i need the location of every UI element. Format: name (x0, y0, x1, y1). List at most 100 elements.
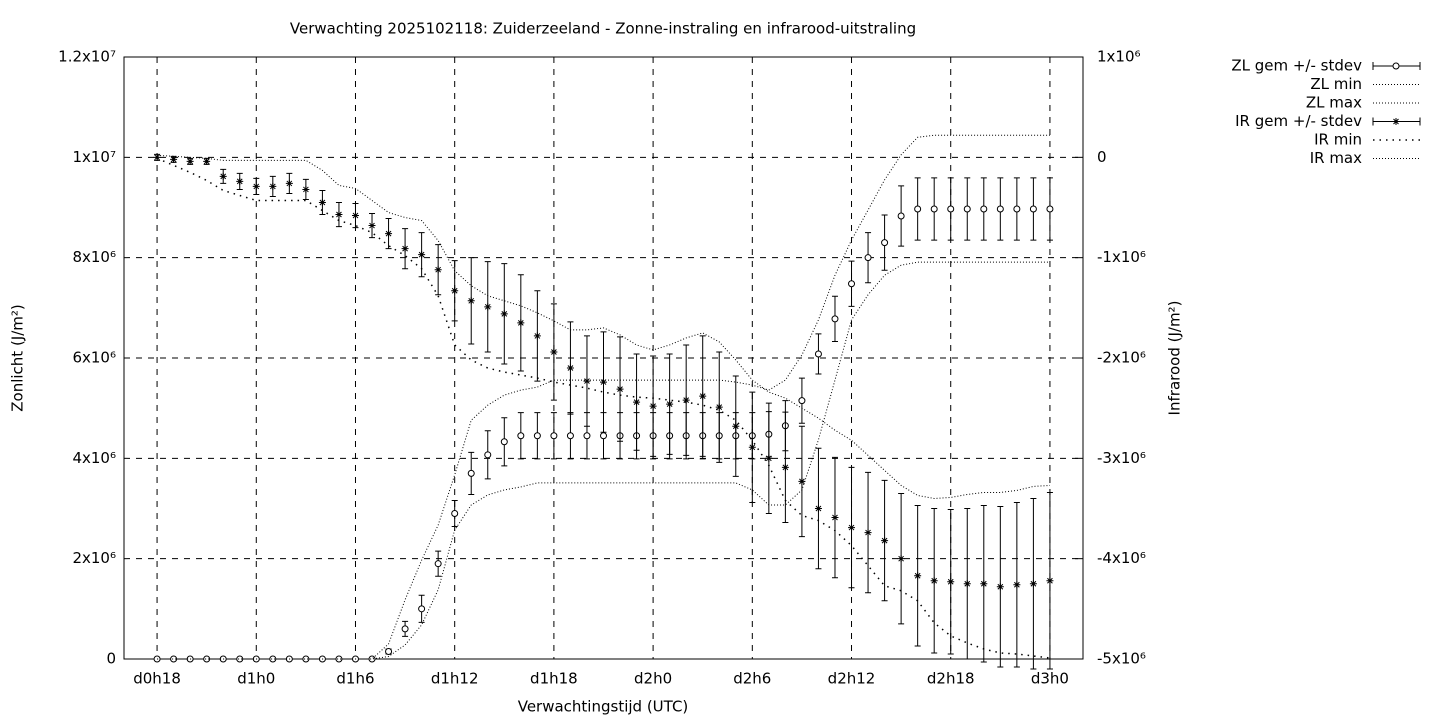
point (814, 505, 822, 512)
x-tick-label: d2h12 (828, 670, 876, 688)
y-tick-label: 1x10⁷ (72, 148, 116, 166)
point (186, 157, 194, 165)
point (1013, 205, 1021, 213)
point (385, 647, 393, 655)
point (633, 398, 641, 406)
point (864, 254, 872, 262)
point (335, 655, 343, 663)
point (600, 432, 607, 440)
y2-axis-label: Infrarood (J/m²) (1166, 301, 1184, 416)
point (236, 177, 244, 185)
point (996, 583, 1004, 591)
point (517, 432, 525, 440)
point (517, 319, 525, 327)
point (467, 469, 475, 477)
point (649, 402, 657, 410)
point (715, 403, 723, 411)
point (418, 605, 426, 613)
legend-label: ZL max (1306, 94, 1362, 112)
y-tick-label: 2x10⁶ (72, 549, 116, 567)
point (318, 198, 326, 206)
point (848, 280, 856, 288)
point (963, 580, 971, 588)
point (814, 350, 822, 358)
legend-label: ZL gem +/- stdev (1231, 57, 1362, 75)
point (583, 377, 591, 385)
point (401, 625, 409, 633)
point (947, 205, 955, 213)
point (302, 185, 310, 193)
x-tick-label: d2h0 (634, 670, 672, 688)
point (451, 510, 459, 518)
y2-tick-label: -3x10⁶ (1097, 449, 1146, 467)
point (236, 655, 244, 663)
y2-tick-label: -5x10⁶ (1097, 650, 1146, 668)
point (203, 157, 211, 165)
point (798, 397, 806, 405)
point (285, 179, 293, 187)
point (484, 303, 492, 311)
point (170, 655, 178, 663)
legend-label: IR max (1310, 149, 1362, 167)
x-tick-label: d1h18 (530, 670, 578, 688)
point (1046, 577, 1054, 585)
point (699, 392, 707, 400)
point (980, 205, 988, 213)
point (881, 537, 889, 545)
point (996, 205, 1004, 213)
x-axis-label: Verwachtingstijd (UTC) (518, 698, 689, 716)
point (500, 310, 508, 318)
point (831, 514, 839, 522)
y2-tick-label: -2x10⁶ (1097, 349, 1146, 367)
point (666, 400, 674, 408)
point (451, 287, 459, 295)
y2-tick-label: 1x10⁶ (1097, 48, 1141, 66)
point (914, 572, 922, 580)
x-tick-label: d2h18 (927, 670, 975, 688)
point (963, 205, 971, 213)
point (1029, 580, 1037, 588)
point (484, 451, 492, 459)
chart-title: Verwachting 2025102118: Zuiderzeeland - … (290, 20, 916, 38)
point (914, 205, 922, 213)
point (418, 251, 426, 259)
x-tick-label: d2h6 (733, 670, 771, 688)
point (302, 655, 310, 663)
point (748, 443, 756, 451)
point (203, 655, 211, 663)
y-tick-label: 4x10⁶ (72, 449, 116, 467)
line (157, 134, 1050, 660)
y-tick-label: 6x10⁶ (72, 349, 116, 367)
x-tick-label: d1h12 (431, 670, 479, 688)
point (897, 212, 905, 220)
point (252, 182, 260, 190)
y-tick-label: 1.2x10⁷ (58, 48, 116, 66)
point (385, 230, 393, 238)
y2-tick-label: 0 (1097, 148, 1107, 166)
point (434, 560, 442, 568)
point (153, 153, 161, 161)
x-tick-label: d0h18 (133, 670, 181, 688)
point (401, 245, 409, 253)
point (550, 432, 558, 440)
x-tick-label: d1h0 (237, 670, 275, 688)
point (732, 422, 740, 430)
y-tick-label: 8x10⁶ (72, 248, 116, 266)
point (467, 297, 475, 305)
point (980, 580, 988, 588)
point (930, 205, 938, 213)
point (269, 182, 277, 190)
point (765, 454, 773, 462)
y-tick-label: 0 (106, 650, 116, 668)
point (269, 655, 277, 663)
point (682, 396, 690, 404)
point (616, 385, 624, 393)
y2-tick-label: -4x10⁶ (1097, 549, 1146, 567)
legend-marker (1392, 62, 1400, 70)
point (533, 432, 541, 440)
point (848, 524, 856, 532)
y-axis-label: Zonlicht (J/m²) (9, 304, 27, 412)
point (566, 432, 574, 440)
x-tick-label: d1h6 (336, 670, 374, 688)
